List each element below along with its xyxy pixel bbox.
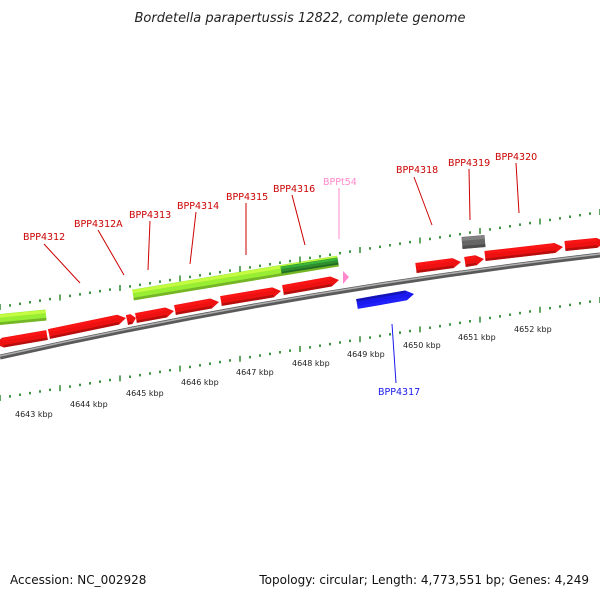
cds-feature bbox=[415, 258, 462, 273]
map-title: Bordetella parapertussis 12822, complete… bbox=[135, 11, 466, 26]
genome-backbone bbox=[0, 252, 600, 360]
scale-label: 4643 kbp bbox=[15, 410, 53, 419]
gene-label-bpp4318[interactable]: BPP4318 bbox=[396, 165, 438, 176]
genome-summary-text: Topology: circular; Length: 4,773,551 bp… bbox=[259, 573, 589, 587]
gene-label-bpp4316[interactable]: BPP4316 bbox=[273, 184, 315, 195]
gene-label-bpp4313[interactable]: BPP4313 bbox=[129, 210, 171, 221]
gene-label-bpp4320[interactable]: BPP4320 bbox=[495, 152, 537, 163]
cds-feature bbox=[220, 287, 281, 306]
scale-label: 4644 kbp bbox=[70, 400, 108, 409]
gene-label-bpp4317[interactable]: BPP4317 bbox=[378, 387, 420, 398]
feature-track bbox=[0, 235, 600, 348]
cds-feature bbox=[484, 242, 564, 261]
leader-line bbox=[391, 323, 397, 384]
leader-line bbox=[43, 243, 81, 284]
leader-line bbox=[291, 194, 306, 246]
selected-gene-feature bbox=[356, 290, 414, 309]
gene-label-group: BPP4312 BPP4312A BPP4313 BPP4314 BPP4315… bbox=[23, 152, 537, 398]
accession-text: Accession: NC_002928 bbox=[10, 573, 147, 587]
trna-feature bbox=[343, 271, 349, 284]
cds-feature bbox=[282, 276, 339, 295]
cds-feature bbox=[0, 330, 48, 348]
gene-label-bpp4314[interactable]: BPP4314 bbox=[177, 201, 219, 212]
pseudogene-feature bbox=[461, 235, 486, 249]
scale-label: 4651 kbp bbox=[458, 333, 496, 342]
cds-feature bbox=[135, 307, 175, 323]
cds-feature bbox=[464, 255, 484, 267]
gene-label-bppt54[interactable]: BPPt54 bbox=[323, 177, 357, 188]
leader-line bbox=[515, 162, 520, 214]
cds-feature bbox=[564, 237, 600, 251]
leader-line bbox=[468, 168, 471, 221]
cog-feature bbox=[0, 309, 47, 326]
label-leaders bbox=[43, 162, 520, 384]
leader-line bbox=[147, 220, 151, 271]
gene-label-bpp4319[interactable]: BPP4319 bbox=[448, 158, 490, 169]
leader-line bbox=[413, 176, 433, 226]
cog-feature bbox=[280, 257, 339, 274]
gene-label-bpp4312[interactable]: BPP4312 bbox=[23, 232, 65, 243]
scale-label: 4650 kbp bbox=[403, 341, 441, 350]
scale-label: 4645 kbp bbox=[126, 389, 164, 398]
scale-label: 4649 kbp bbox=[347, 350, 385, 359]
scale-label: 4648 kbp bbox=[292, 359, 330, 368]
gene-label-bpp4312a[interactable]: BPP4312A bbox=[74, 219, 123, 230]
scale-label: 4646 kbp bbox=[181, 378, 219, 387]
tick-marks bbox=[0, 209, 600, 401]
cds-feature bbox=[125, 314, 136, 325]
leader-line bbox=[189, 211, 197, 265]
gene-label-bpp4315[interactable]: BPP4315 bbox=[226, 192, 268, 203]
cds-feature bbox=[174, 298, 219, 315]
scale-label: 4647 kbp bbox=[236, 368, 274, 377]
leader-line bbox=[97, 229, 125, 276]
scale-label: 4652 kbp bbox=[514, 325, 552, 334]
cds-feature bbox=[47, 314, 126, 339]
scale-labels: 4643 kbp 4644 kbp 4645 kbp 4646 kbp 4647… bbox=[15, 325, 552, 419]
